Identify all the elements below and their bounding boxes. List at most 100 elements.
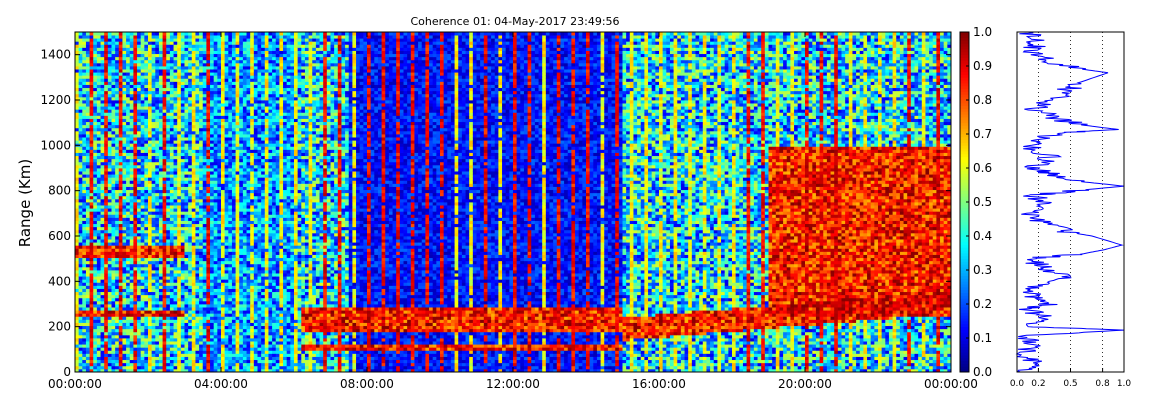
heatmap-cell bbox=[148, 301, 152, 304]
heatmap-cell bbox=[86, 174, 90, 177]
heatmap-cell bbox=[155, 319, 159, 322]
heatmap-cell bbox=[148, 239, 152, 242]
heatmap-cell bbox=[199, 360, 203, 363]
heatmap-cell bbox=[90, 38, 94, 41]
heatmap-cell bbox=[130, 208, 134, 211]
heatmap-cell bbox=[225, 143, 229, 146]
heatmap-cell bbox=[159, 54, 163, 57]
heatmap-cell bbox=[155, 119, 159, 122]
heatmap-cell bbox=[133, 199, 137, 202]
heatmap-cell bbox=[210, 221, 214, 224]
heatmap-cell bbox=[90, 134, 94, 137]
heatmap-cell bbox=[122, 75, 126, 78]
heatmap-cell bbox=[86, 100, 90, 103]
heatmap-cell bbox=[137, 180, 141, 183]
heatmap-cell bbox=[79, 103, 83, 106]
heatmap-cell bbox=[93, 88, 97, 91]
heatmap-cell bbox=[228, 310, 232, 313]
heatmap-cell bbox=[206, 344, 210, 347]
heatmap-cell bbox=[232, 285, 236, 288]
heatmap-cell bbox=[199, 88, 203, 91]
heatmap-cell bbox=[210, 323, 214, 326]
heatmap-cell bbox=[225, 326, 229, 329]
heatmap-cell bbox=[236, 196, 240, 199]
heatmap-cell bbox=[108, 66, 112, 69]
heatmap-cell bbox=[159, 353, 163, 356]
heatmap-cell bbox=[144, 44, 148, 47]
heatmap-cell bbox=[90, 177, 94, 180]
heatmap-cell bbox=[133, 251, 137, 254]
heatmap-cell bbox=[199, 338, 203, 341]
heatmap-cell bbox=[199, 115, 203, 118]
heatmap-cell bbox=[210, 230, 214, 233]
heatmap-cell bbox=[126, 205, 130, 208]
heatmap-cell bbox=[203, 208, 207, 211]
heatmap-cell bbox=[163, 360, 167, 363]
heatmap-cell bbox=[79, 153, 83, 156]
heatmap-cell bbox=[90, 363, 94, 366]
heatmap-cell bbox=[90, 267, 94, 270]
heatmap-cell bbox=[214, 319, 218, 322]
heatmap-cell bbox=[119, 54, 123, 57]
heatmap-cell bbox=[163, 125, 167, 128]
heatmap-cell bbox=[115, 122, 119, 125]
heatmap-cell bbox=[79, 54, 83, 57]
heatmap-cell bbox=[159, 75, 163, 78]
heatmap-cell bbox=[181, 366, 185, 369]
heatmap-cell bbox=[228, 171, 232, 174]
heatmap-cell bbox=[185, 94, 189, 97]
heatmap-cell bbox=[166, 285, 170, 288]
heatmap-cell bbox=[75, 187, 79, 190]
heatmap-cell bbox=[141, 264, 145, 267]
heatmap-cell bbox=[152, 162, 156, 165]
heatmap-cell bbox=[148, 313, 152, 316]
heatmap-cell bbox=[221, 242, 225, 245]
heatmap-cell bbox=[90, 60, 94, 63]
heatmap-cell bbox=[232, 298, 236, 301]
heatmap-cell bbox=[86, 242, 90, 245]
heatmap-cell bbox=[225, 366, 229, 369]
heatmap-cell bbox=[122, 221, 126, 224]
heatmap-cell bbox=[199, 187, 203, 190]
heatmap-cell bbox=[104, 103, 108, 106]
heatmap-cell bbox=[206, 193, 210, 196]
heatmap-cell bbox=[166, 143, 170, 146]
heatmap-cell bbox=[210, 332, 214, 335]
heatmap-cell bbox=[214, 248, 218, 251]
heatmap-cell bbox=[148, 202, 152, 205]
heatmap-cell bbox=[181, 47, 185, 50]
heatmap-cell bbox=[152, 326, 156, 329]
heatmap-cell bbox=[185, 153, 189, 156]
heatmap-cell bbox=[144, 41, 148, 44]
heatmap-cell bbox=[188, 224, 192, 227]
heatmap-cell bbox=[148, 109, 152, 112]
heatmap-cell bbox=[185, 335, 189, 338]
heatmap-cell bbox=[214, 332, 218, 335]
heatmap-cell bbox=[188, 193, 192, 196]
heatmap-cell bbox=[210, 153, 214, 156]
heatmap-cell bbox=[108, 168, 112, 171]
heatmap-cell bbox=[130, 350, 134, 353]
heatmap-cell bbox=[232, 119, 236, 122]
heatmap-cell bbox=[170, 350, 174, 353]
heatmap-cell bbox=[163, 208, 167, 211]
heatmap-cell bbox=[101, 310, 105, 313]
heatmap-cell bbox=[236, 149, 240, 152]
heatmap-cell bbox=[141, 143, 145, 146]
heatmap-cell bbox=[188, 316, 192, 319]
heatmap-cell bbox=[148, 54, 152, 57]
heatmap-cell bbox=[130, 258, 134, 261]
heatmap-cell bbox=[112, 248, 116, 251]
heatmap-cell bbox=[192, 295, 196, 298]
heatmap-cell bbox=[148, 258, 152, 261]
heatmap-cell bbox=[148, 292, 152, 295]
heatmap-cell bbox=[188, 304, 192, 307]
heatmap-cell bbox=[174, 227, 178, 230]
heatmap-cell bbox=[181, 245, 185, 248]
heatmap-cell bbox=[86, 134, 90, 137]
heatmap-cell bbox=[148, 242, 152, 245]
heatmap-cell bbox=[206, 338, 210, 341]
heatmap-cell bbox=[75, 329, 79, 332]
heatmap-cell bbox=[217, 329, 221, 332]
heatmap-cell bbox=[185, 100, 189, 103]
